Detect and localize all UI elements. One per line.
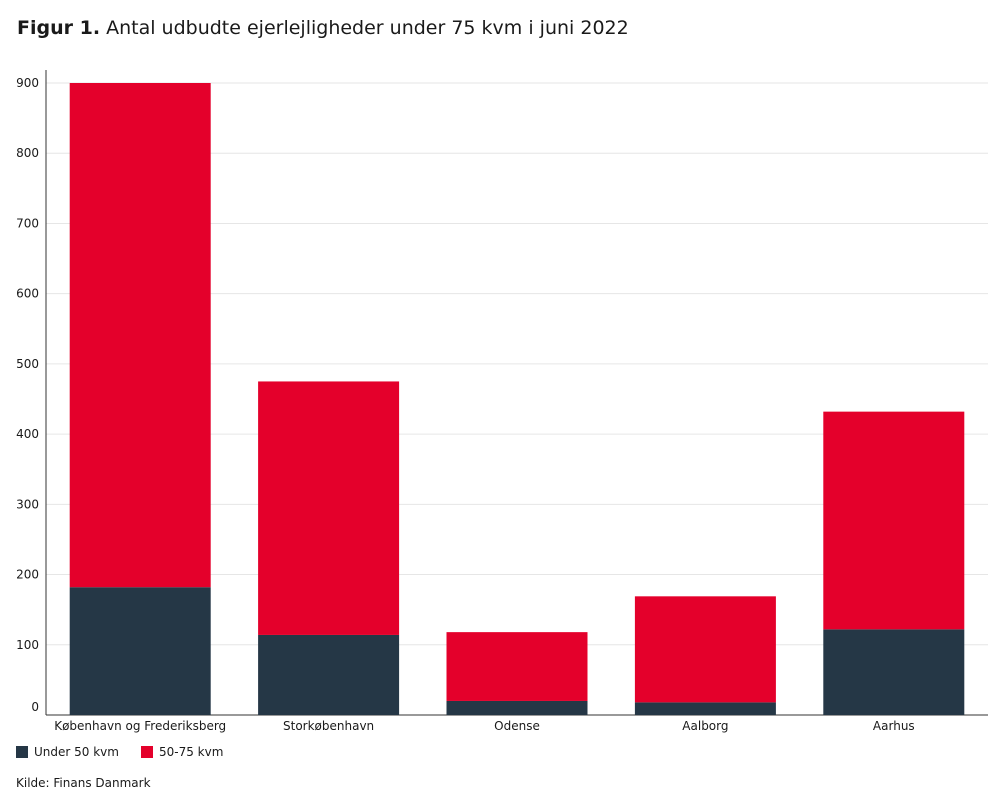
y-tick-label: 900	[16, 76, 39, 90]
chart-title: Figur 1. Antal udbudte ejerlejligheder u…	[17, 17, 629, 39]
x-tick-label: Odense	[494, 719, 540, 733]
legend-item-under-50: Under 50 kvm	[16, 745, 119, 759]
y-tick-label: 500	[16, 357, 39, 371]
bar-50-75	[823, 411, 965, 630]
legend: Under 50 kvm 50-75 kvm	[16, 745, 223, 759]
bar-50-75	[258, 381, 400, 635]
bar-50-75	[634, 596, 776, 703]
legend-label-under-50: Under 50 kvm	[34, 745, 119, 759]
figure-number: Figur 1.	[17, 17, 101, 39]
legend-label-50-75: 50-75 kvm	[158, 745, 224, 759]
legend-swatch-under-50	[16, 746, 28, 758]
bar-under-50	[823, 629, 965, 715]
y-tick-label: 400	[16, 427, 39, 441]
bar-50-75	[69, 83, 211, 588]
bar-50-75	[446, 632, 588, 701]
legend-swatch-50-75	[140, 746, 153, 758]
bar-under-50	[258, 634, 400, 715]
legend-item-50-75: 50-75 kvm	[140, 745, 224, 759]
y-tick-label: 300	[16, 497, 39, 511]
title-text: Antal udbudte ejerlejligheder under 75 k…	[106, 17, 629, 39]
x-tick-label: Aarhus	[873, 719, 915, 733]
bar-under-50	[69, 587, 211, 715]
source-note: Kilde: Finans Danmark	[16, 776, 151, 790]
x-tick-label: København og Frederiksberg	[54, 719, 226, 733]
y-tick-label: 0	[31, 700, 39, 714]
y-tick-label: 700	[16, 216, 39, 230]
bar-under-50	[634, 702, 776, 715]
y-tick-label: 200	[16, 568, 39, 582]
x-tick-label: Storkøbenhavn	[283, 719, 374, 733]
bar-under-50	[446, 700, 588, 715]
y-tick-label: 600	[16, 287, 39, 301]
y-tick-label: 800	[16, 146, 39, 160]
y-tick-label: 100	[16, 638, 39, 652]
x-tick-label: Aalborg	[682, 719, 728, 733]
